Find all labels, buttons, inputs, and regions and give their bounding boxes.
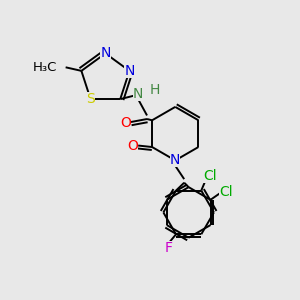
Text: S: S	[86, 92, 95, 106]
Text: H: H	[149, 83, 160, 97]
Text: F: F	[164, 241, 172, 255]
Text: O: O	[120, 116, 131, 130]
Text: N: N	[133, 87, 143, 101]
Text: Cl: Cl	[203, 169, 217, 183]
Text: O: O	[127, 139, 138, 152]
Text: N: N	[170, 153, 181, 167]
Text: N: N	[100, 46, 111, 60]
Text: N: N	[124, 64, 135, 78]
Text: H₃C: H₃C	[33, 61, 58, 74]
Text: Cl: Cl	[219, 184, 233, 199]
